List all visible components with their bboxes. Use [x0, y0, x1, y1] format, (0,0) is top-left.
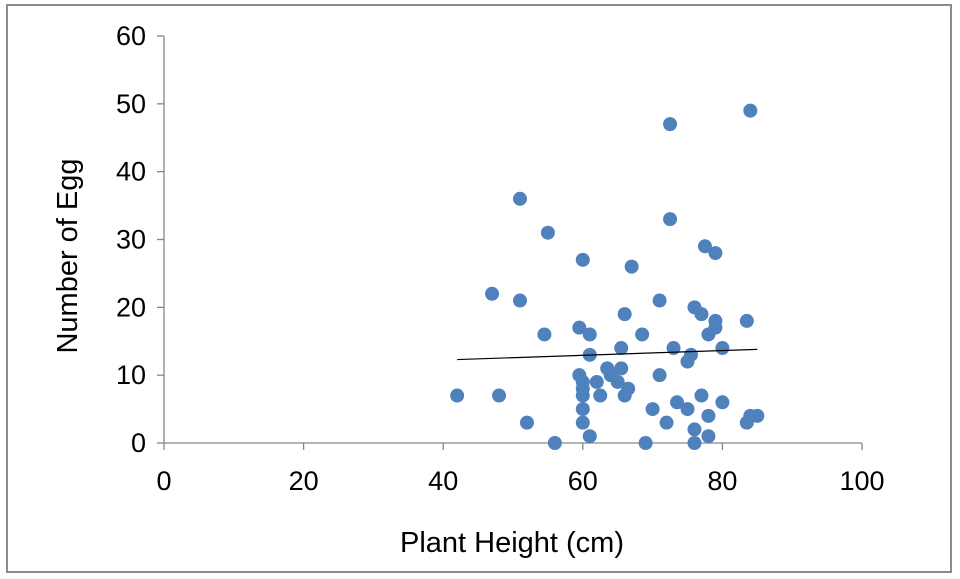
data-point	[624, 259, 639, 274]
data-point	[743, 103, 758, 118]
x-tick-label: 100	[839, 466, 884, 496]
data-point	[492, 388, 507, 403]
data-points	[450, 103, 765, 450]
x-axis-title: Plant Height (cm)	[400, 527, 624, 559]
data-point	[652, 368, 667, 383]
data-point	[610, 374, 625, 389]
y-tick-label: 50	[116, 89, 146, 119]
y-tick-label: 20	[116, 292, 146, 322]
data-point	[512, 191, 527, 206]
y-tick-label: 0	[131, 428, 146, 458]
x-tick-label: 0	[156, 466, 171, 496]
data-point	[582, 327, 597, 342]
data-point	[687, 436, 702, 450]
data-point	[701, 408, 716, 423]
data-point	[485, 286, 500, 301]
y-tick-label: 30	[116, 225, 146, 255]
data-point	[575, 415, 590, 430]
data-point	[708, 320, 723, 335]
data-point	[572, 320, 587, 335]
data-point	[589, 374, 604, 389]
y-axis-title: Number of Egg	[52, 158, 84, 353]
data-point	[540, 225, 555, 240]
data-point	[575, 388, 590, 403]
trendline	[457, 348, 758, 361]
data-point	[687, 422, 702, 437]
x-tick-label: 60	[568, 466, 598, 496]
data-point	[750, 408, 765, 423]
data-point	[715, 341, 730, 356]
data-point	[697, 239, 712, 254]
data-point	[537, 327, 552, 342]
data-point	[638, 436, 653, 450]
data-point	[663, 212, 678, 227]
x-tick-label: 80	[707, 466, 737, 496]
axes	[157, 35, 863, 450]
data-point	[694, 388, 709, 403]
data-point	[715, 395, 730, 410]
data-point	[663, 117, 678, 132]
data-point	[739, 313, 754, 328]
data-point	[708, 246, 723, 261]
data-point	[645, 402, 660, 417]
data-point	[593, 388, 608, 403]
data-point	[680, 402, 695, 417]
data-point	[450, 388, 465, 403]
data-point	[512, 293, 527, 308]
x-tick-label: 20	[289, 466, 319, 496]
data-point	[659, 415, 674, 430]
data-point	[617, 307, 632, 322]
data-point	[614, 341, 629, 356]
tick-labels: 0 10 20 30 40 50 60 0 20 40 60 80 100	[116, 21, 885, 496]
y-tick-label: 40	[116, 157, 146, 187]
data-point	[519, 415, 534, 430]
data-point	[701, 429, 716, 444]
data-point	[635, 327, 650, 342]
data-point	[652, 293, 667, 308]
trendline-group	[457, 348, 758, 361]
data-point	[614, 361, 629, 376]
data-point	[575, 252, 590, 267]
y-tick-label: 10	[116, 360, 146, 390]
data-point	[547, 436, 562, 450]
data-point	[621, 381, 636, 396]
data-point	[694, 307, 709, 322]
data-point	[575, 402, 590, 417]
data-point	[683, 347, 698, 362]
data-point	[670, 395, 685, 410]
y-tick-label: 60	[116, 21, 146, 51]
x-tick-label: 40	[428, 466, 458, 496]
data-point	[582, 429, 597, 444]
